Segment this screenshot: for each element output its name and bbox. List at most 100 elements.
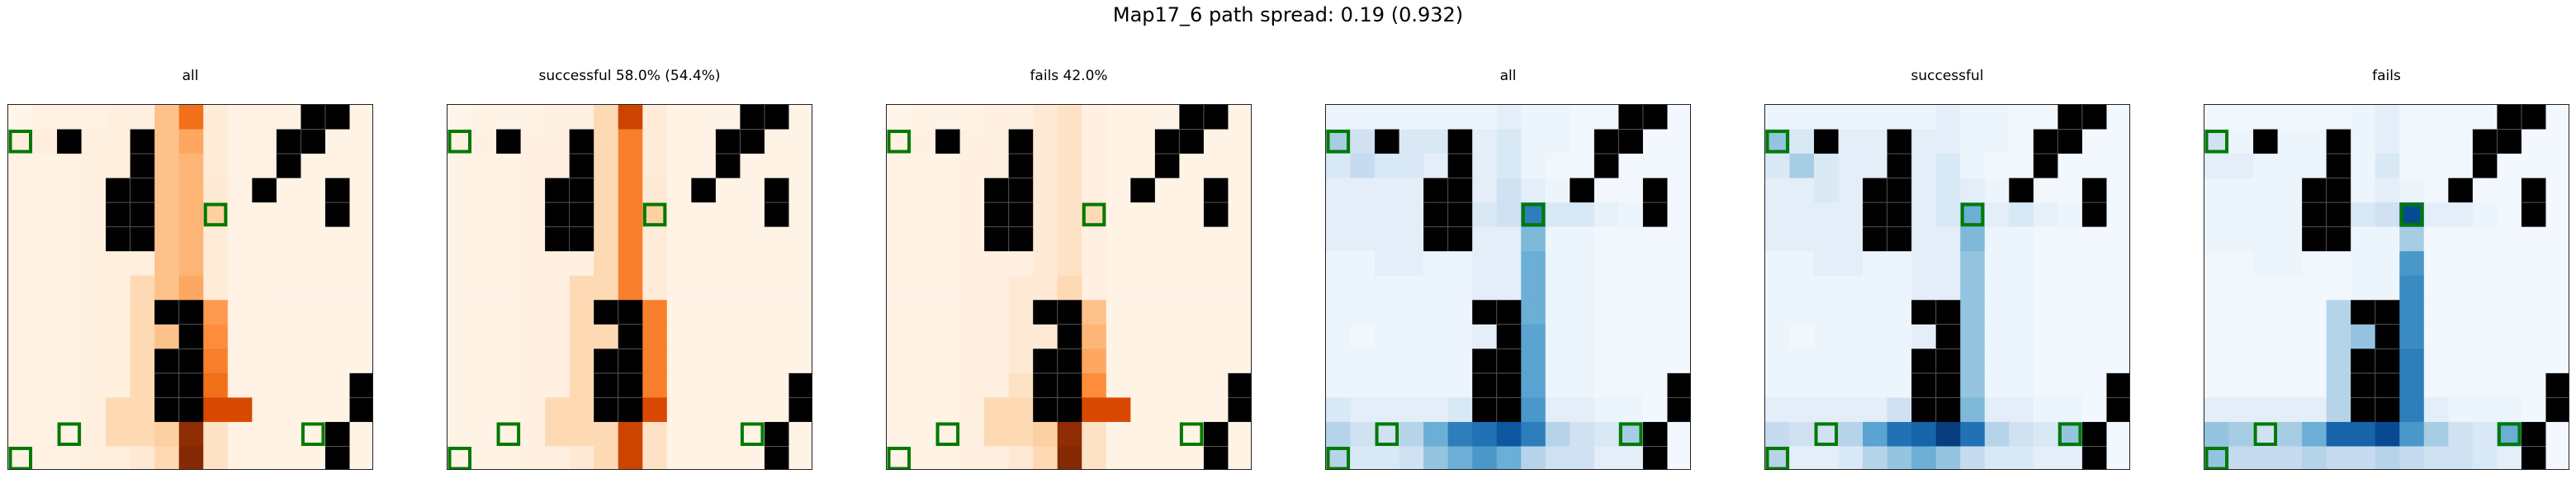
heatmap-cell [1154,446,1180,469]
heatmap-cell [569,105,594,130]
heatmap-cell [2472,226,2498,252]
obstacle-cell [2253,129,2279,154]
obstacle-cell [1228,397,1251,423]
heatmap-cell [1082,105,1107,130]
heatmap-cell [984,275,1010,301]
obstacle-cell [2497,129,2522,154]
heatmap-cell [911,226,936,252]
heatmap-cell [81,154,107,179]
heatmap-cell [1545,129,1570,154]
heatmap-cell [545,397,571,423]
heatmap-cell [1911,226,1937,252]
heatmap-cell [1203,129,1229,154]
heatmap-cell [1154,275,1180,301]
heatmap-cell [569,300,594,325]
heatmap-cell [1838,275,1863,301]
obstacle-cell [2081,446,2108,469]
heatmap-cell [1984,154,2010,179]
heatmap-cell [1570,226,1595,252]
heatmap-cell [764,372,790,398]
heatmap-cell [1082,129,1107,154]
obstacle-cell [935,129,961,154]
heatmap-cell [2521,226,2547,252]
heatmap-cell [1667,251,1690,277]
heatmap-cell [2448,202,2474,228]
heatmap-cell [81,226,107,252]
heatmap-cell [1472,226,1498,252]
heatmap-cell [276,300,301,325]
heatmap-cell [911,421,936,448]
heatmap-cell [2448,105,2474,130]
heatmap-cell [1887,372,1912,398]
heatmap-cell [520,372,546,398]
heatmap-cell [301,275,326,301]
heatmap-cell [57,105,83,130]
obstacle-cell [2326,226,2351,252]
heatmap-cell [8,251,34,277]
heatmap-cell [740,446,765,469]
heatmap-cell [1593,178,1619,203]
heatmap-cell [447,421,473,448]
heatmap-cell [1984,397,2010,423]
heatmap-cell [1593,446,1619,469]
heatmap-cell [1106,446,1131,469]
heatmap-cell [130,105,155,130]
heatmap-cell [8,226,34,252]
heatmap-cell [1570,129,1595,154]
heatmap-cell [666,178,692,203]
heatmap-cell [618,178,643,203]
heatmap-cell [1106,275,1131,301]
obstacle-cell [2081,105,2108,130]
heatmap-cell [324,154,351,179]
heatmap-cell [911,397,936,423]
heatmap-cell [252,226,277,252]
heatmap-cell [1667,178,1690,203]
heatmap-cell [471,226,497,252]
heatmap-cell [1545,154,1570,179]
heatmap-cell [1496,275,1522,301]
heatmap-cell [618,129,643,154]
heatmap-cell [594,421,619,448]
heatmap-cell [2375,226,2400,252]
heatmap-cell [740,251,765,277]
heatmap-cell [1399,226,1424,252]
obstacle-cell [1472,349,1498,374]
heatmap-cell [788,154,812,179]
heatmap-cell [1106,324,1131,349]
heatmap-cell [1863,349,1888,374]
heatmap-cell [154,226,180,252]
heatmap-cell [203,154,229,179]
heatmap-cell [2472,349,2498,374]
heatmap-cell [2472,202,2498,228]
heatmap-cell [81,105,107,130]
heatmap-cell [1106,251,1131,277]
heatmap-cell [1789,129,1815,154]
heatmap-cell [1618,178,1644,203]
heatmap-cell [301,154,326,179]
heatmap-cell [324,300,351,325]
heatmap-cell [1033,154,1058,179]
marker-square [935,422,960,446]
heatmap-cell [2448,226,2474,252]
heatmap-cell [2521,397,2547,423]
heatmap-cell [301,372,326,398]
heatmap-cell [2009,324,2034,349]
obstacle-cell [1496,397,1522,423]
heatmap-cell [8,372,34,398]
heatmap-cell [740,202,765,228]
heatmap-cell [227,421,253,448]
heatmap-cell [1375,397,1400,423]
heatmap-cell [1033,105,1058,130]
heatmap-cell [2057,202,2083,228]
heatmap-cell [1887,349,1912,374]
heatmap-cell [1203,324,1229,349]
heatmap-cell [447,226,473,252]
heatmap-cell [1545,226,1570,252]
heatmap-cell [2228,421,2254,448]
obstacle-cell [740,105,765,130]
heatmap-cell [1375,300,1400,325]
heatmap-cell [1203,300,1229,325]
heatmap-cell [2009,251,2034,277]
obstacle-cell [178,397,204,423]
heatmap-cell [1472,129,1498,154]
